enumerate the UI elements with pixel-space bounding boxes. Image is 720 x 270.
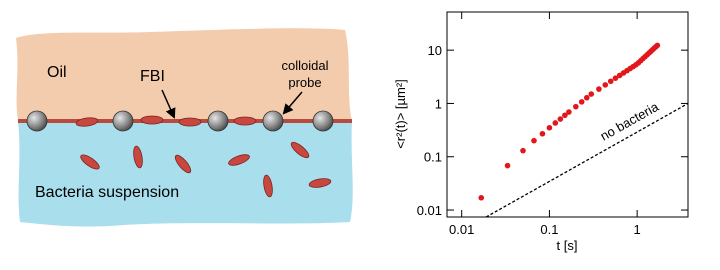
data-point [607,78,614,85]
y-axis-label: <r²(t)> [µm²] [393,79,408,149]
y-tick-label: 0.1 [424,150,442,165]
y-tick-label: 1 [435,96,442,111]
schematic: Oil FBI colloidal probe Bacteria suspens… [16,28,353,227]
msd-chart: t [s] <r²(t)> [µm²] 0.01 0.1 1 0.01 0.1 1 10 no… [393,11,689,253]
oil-label: Oil [47,64,67,81]
x-tick-label: 0.1 [540,222,558,237]
suspension-label: Bacteria suspension [35,184,179,201]
data-point [531,137,537,144]
fbi-arrow [161,89,176,119]
data-point [566,109,572,115]
data-point [612,75,619,81]
reference-label: no bacteria [598,99,662,144]
suspended-bacteria [80,141,332,198]
data-point [654,42,661,49]
interface-bacteria [75,115,257,127]
data-point [578,99,585,105]
data-point [546,124,553,131]
y-tick-label: 10 [428,43,442,58]
plot-frame [446,11,689,218]
fbi-label: FBI [140,68,165,85]
data-point [602,82,609,88]
data-point [583,94,590,101]
probe-label: colloidal [282,58,329,73]
colloidal-probes [26,110,334,132]
x-tick-label: 0.01 [449,222,474,237]
data-point [562,112,568,119]
water-phase [18,121,353,227]
data-point [588,91,595,97]
probe-label: probe [288,75,321,90]
x-axis-label: t [s] [557,238,578,253]
y-tick-label: 0.01 [417,203,442,218]
data-point [520,147,526,154]
data-point [539,130,546,137]
data-point [596,86,602,92]
data-point [552,120,559,126]
reference-line [485,102,688,217]
data-point [573,103,579,110]
data-point [557,116,564,122]
oil-phase [16,28,352,121]
data-point [504,162,511,169]
x-tick-label: 1 [634,222,641,237]
data-point [478,194,485,201]
probe-arrow [282,91,303,115]
